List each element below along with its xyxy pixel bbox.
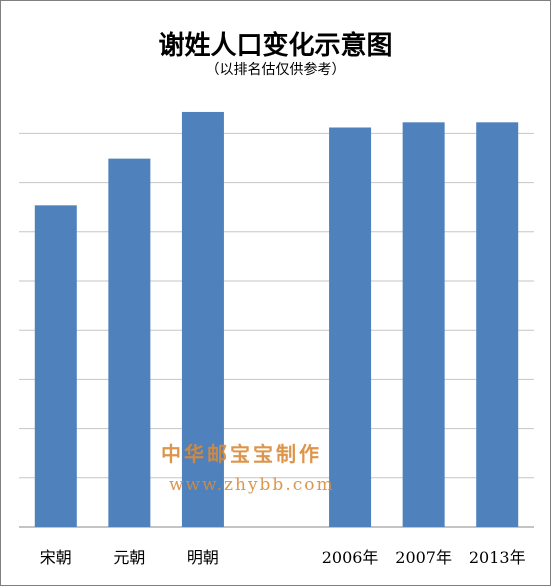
x-tick-label: 宋朝: [40, 548, 72, 567]
x-tick-label: 2013年: [469, 548, 526, 567]
bar-4: [329, 127, 372, 527]
x-tick-label: 2007年: [395, 548, 452, 567]
bar-2: [181, 111, 224, 528]
chart-subtitle: （以排名估仅供参考）: [205, 62, 346, 78]
x-tick-label: 明朝: [187, 548, 219, 567]
watermark-url: www.zhybb.com: [169, 475, 335, 495]
x-tick-label: 2006年: [322, 548, 379, 567]
chart-title: 谢姓人口变化示意图: [158, 31, 393, 61]
bar-0: [34, 205, 77, 527]
x-tick-label: 元朝: [113, 548, 145, 567]
bar-6: [476, 122, 519, 527]
bar-1: [108, 158, 151, 527]
bar-5: [402, 122, 445, 527]
watermark-text: 中华邮宝宝制作: [161, 442, 322, 466]
